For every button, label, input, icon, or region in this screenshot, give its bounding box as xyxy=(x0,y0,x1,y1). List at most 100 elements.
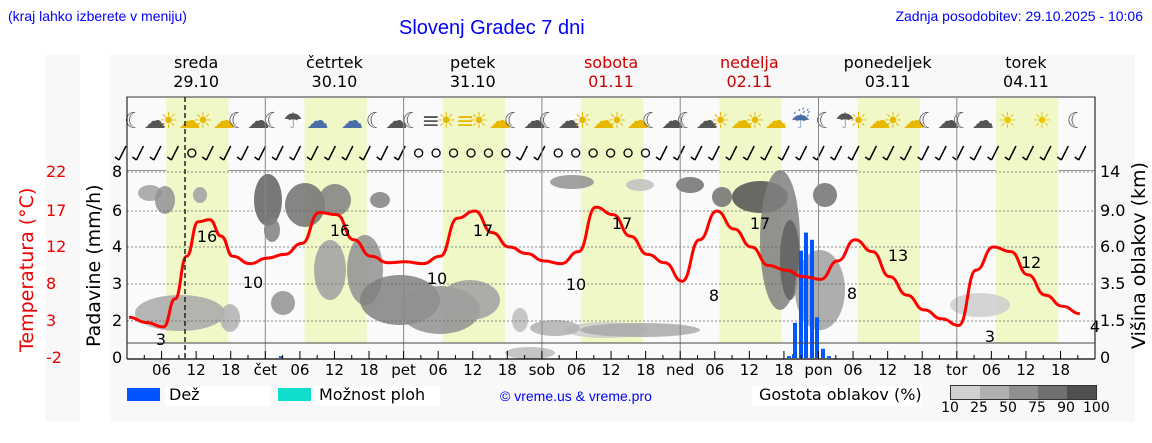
moon-cloud-icon: ☾☁ xyxy=(366,109,408,134)
x-tick-label: 18 xyxy=(497,361,517,379)
cloud-blob xyxy=(512,308,528,332)
cloud-blob xyxy=(950,293,1010,317)
wind-barb-icon xyxy=(1078,145,1087,161)
wind-barb-icon xyxy=(990,145,1000,161)
x-tick-label: 06 xyxy=(566,361,587,379)
temperature-tick: -2 xyxy=(46,348,62,367)
x-tick-label: 12 xyxy=(739,361,759,379)
density-tick: 25 xyxy=(970,400,988,416)
sun-cloud-icon: ☀☁ xyxy=(469,109,511,134)
daylight-band xyxy=(581,171,644,343)
wind-barb-icon xyxy=(886,145,895,161)
wind-calm-icon xyxy=(640,148,651,158)
day-name: sreda xyxy=(173,53,219,72)
cloud-blob xyxy=(440,280,500,320)
wind-barb-icon xyxy=(729,145,738,161)
wind-calm-icon xyxy=(501,148,511,158)
shower-swatch xyxy=(278,388,311,401)
wind-barb-icon xyxy=(327,145,337,161)
precipitation-tick: 0 xyxy=(112,348,123,367)
wind-barb-icon xyxy=(135,145,145,161)
wind-barb-icon xyxy=(537,145,546,161)
wind-barb-icon xyxy=(257,145,267,161)
x-tick-label: 06 xyxy=(981,361,1001,379)
x-ticks xyxy=(143,351,1079,359)
x-tick-label: 18 xyxy=(359,361,379,379)
temperature-line xyxy=(128,205,1080,329)
precipitation-axis-label: Padavine (mm/h) xyxy=(83,184,105,347)
rain-bar xyxy=(793,322,797,358)
cloud-height-tick: 0 xyxy=(1100,348,1111,367)
day-date: 29.10 xyxy=(173,72,220,91)
temperature-label: 3 xyxy=(985,327,995,346)
rain-bar xyxy=(799,250,803,358)
precipitation-tick: 6 xyxy=(112,201,123,220)
day-name: sobota xyxy=(583,53,639,72)
day-name: torek xyxy=(1005,53,1047,72)
x-tick-label: 18 xyxy=(912,361,932,379)
wind-barb-icon xyxy=(781,145,790,161)
density-swatch xyxy=(1067,386,1096,399)
sun-icon: ☀ xyxy=(1032,109,1052,134)
moon-cloud-icon: ☾☁ xyxy=(504,109,546,134)
moon-cloud-drizzle-icon: ☾☂ xyxy=(815,109,854,134)
wind-barb-icon xyxy=(1025,145,1035,161)
sun-cloud-icon: ☀☁ xyxy=(159,109,201,134)
x-tick-label: 06 xyxy=(290,361,310,379)
sun-cloud-icon: ☀☁ xyxy=(573,109,615,134)
wind-calm-icon xyxy=(187,148,197,158)
wind-barb-icon xyxy=(380,145,389,161)
sun-cloud-icon: ☀☁ xyxy=(745,109,787,134)
cloud-blob xyxy=(314,240,346,300)
wind-barb-icon xyxy=(694,145,703,161)
moon-cloud-icon: ☾☁ xyxy=(952,109,994,134)
last-update: Zadnja posodobitev: 29.10.2025 - 10:06 xyxy=(895,8,1143,24)
location-menu-hint: (kraj lahko izberete v meniju) xyxy=(8,8,187,24)
temperature-label: 8 xyxy=(847,284,857,303)
x-tick-label: 06 xyxy=(843,361,863,379)
temperature-tick: 17 xyxy=(46,201,67,220)
rain-bar xyxy=(821,348,825,358)
moon-cloud-drizzle-icon: ☾☂ xyxy=(263,109,302,134)
cloud-height-tick: 6.0 xyxy=(1100,237,1126,256)
temperature-axis-label: Temperatura (°C) xyxy=(16,187,38,352)
cloud-height-tick: 3.5 xyxy=(1100,274,1126,293)
day-date: 31.10 xyxy=(449,72,496,91)
cloud-height-tick: 14 xyxy=(1100,162,1121,181)
cloud-blob xyxy=(135,295,225,331)
temperature-label: 17 xyxy=(750,214,770,233)
density-tick: 10 xyxy=(941,400,959,416)
density-swatch xyxy=(980,386,1009,399)
wind-barb-icon xyxy=(223,145,232,161)
density-tick: 50 xyxy=(999,400,1017,416)
x-tick-label: 12 xyxy=(1016,361,1036,379)
wind-barb-icon xyxy=(118,145,127,161)
cloud-height-axis-label: Višina oblakov (km) xyxy=(1128,162,1150,349)
temperature-label: 3 xyxy=(156,330,166,349)
sun-cloud-icon: ☀☁ xyxy=(711,109,753,134)
day-date: 01.11 xyxy=(588,72,634,91)
wind-barb-icon xyxy=(938,145,947,161)
wind-barb-icon xyxy=(711,145,720,161)
cloud-icon: ☁ xyxy=(341,109,363,134)
wind-barb-icon xyxy=(659,145,668,161)
sun-icon: ☀ xyxy=(998,109,1018,134)
copyright-link[interactable]: © vreme.us & vreme.pro xyxy=(500,388,652,404)
weather-icons-row: ☾☁☀☁☀☁☾☁☾☂ ☁ ☁ ☾☁☾≡☀≡☀☁☾☁☾☁☀☁☀☁☾☁☾☁☀☁☀☁ ☔ ☾☂☀… xyxy=(124,107,1086,134)
wind-barb-icon xyxy=(345,145,354,161)
wind-barb-icon xyxy=(955,145,965,161)
precipitation-tick: 3 xyxy=(112,274,123,293)
day-date: 03.11 xyxy=(864,72,911,91)
wind-calm-icon xyxy=(431,148,441,158)
wind-barb-icon xyxy=(921,145,930,161)
wind-calm-icon xyxy=(413,148,424,158)
wind-barbs-row xyxy=(114,145,1087,161)
moon-fog-icon: ☾≡ xyxy=(402,109,440,134)
wind-barb-icon xyxy=(240,145,249,161)
daylight-band xyxy=(581,98,644,171)
wind-barb-icon xyxy=(903,145,912,161)
temperature-label: 16 xyxy=(330,221,350,240)
temperature-tick: 22 xyxy=(46,162,67,181)
cloud-density-legend-label: Gostota oblakov (%) xyxy=(759,385,922,404)
